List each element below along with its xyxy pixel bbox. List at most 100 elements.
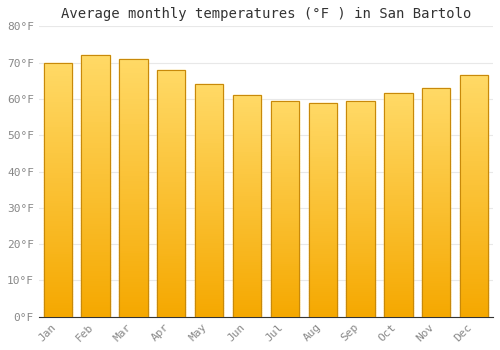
Bar [119,139,148,141]
Bar [195,277,224,280]
Bar [460,208,488,211]
Bar [346,135,375,138]
Bar [82,76,110,79]
Bar [195,289,224,291]
Bar [119,222,148,224]
Bar [308,173,337,175]
Bar [233,197,261,199]
Bar [422,88,450,317]
Bar [384,315,412,317]
Bar [119,141,148,144]
Bar [119,234,148,237]
Bar [157,285,186,287]
Bar [422,264,450,266]
Bar [270,101,299,317]
Bar [119,271,148,273]
Bar [460,220,488,223]
Bar [44,108,72,111]
Bar [195,201,224,203]
Bar [157,139,186,141]
Bar [384,308,412,310]
Bar [422,301,450,303]
Bar [422,106,450,108]
Bar [119,92,148,95]
Bar [44,210,72,212]
Bar [44,119,72,121]
Bar [119,294,148,296]
Bar [82,254,110,257]
Bar [233,226,261,228]
Bar [119,147,148,149]
Bar [195,252,224,254]
Bar [157,174,186,176]
Bar [308,214,337,216]
Bar [157,107,186,109]
Bar [119,203,148,206]
Bar [157,270,186,272]
Bar [233,219,261,222]
Bar [44,180,72,182]
Bar [233,228,261,230]
Bar [270,202,299,204]
Bar [346,163,375,166]
Bar [157,223,186,225]
Bar [119,258,148,260]
Bar [422,244,450,246]
Bar [346,226,375,228]
Bar [157,127,186,129]
Bar [308,158,337,160]
Bar [233,310,261,312]
Bar [195,208,224,210]
Bar [44,261,72,264]
Bar [82,212,110,215]
Bar [346,211,375,213]
Bar [422,205,450,207]
Bar [460,75,488,317]
Bar [233,206,261,208]
Bar [119,219,148,222]
Bar [157,287,186,290]
Bar [157,253,186,255]
Bar [384,142,412,145]
Bar [346,129,375,131]
Bar [233,297,261,299]
Bar [233,253,261,255]
Bar [346,159,375,161]
Bar [82,210,110,212]
Bar [422,102,450,104]
Bar [346,282,375,285]
Bar [460,218,488,220]
Bar [270,243,299,245]
Bar [384,241,412,243]
Bar [157,198,186,201]
Bar [44,246,72,248]
Bar [270,256,299,258]
Bar [308,302,337,304]
Bar [346,168,375,170]
Bar [460,223,488,225]
Bar [82,126,110,128]
Bar [422,99,450,102]
Bar [119,87,148,90]
Bar [422,108,450,111]
Bar [82,71,110,74]
Bar [460,300,488,302]
Bar [195,103,224,105]
Bar [82,296,110,299]
Bar [233,118,261,120]
Bar [308,225,337,227]
Bar [44,220,72,223]
Bar [82,61,110,63]
Bar [195,219,224,222]
Bar [270,315,299,317]
Bar [233,186,261,188]
Bar [460,164,488,167]
Bar [157,176,186,178]
Bar [233,148,261,150]
Bar [308,122,337,124]
Bar [82,215,110,217]
Bar [195,226,224,229]
Bar [384,223,412,225]
Bar [233,153,261,155]
Bar [346,206,375,209]
